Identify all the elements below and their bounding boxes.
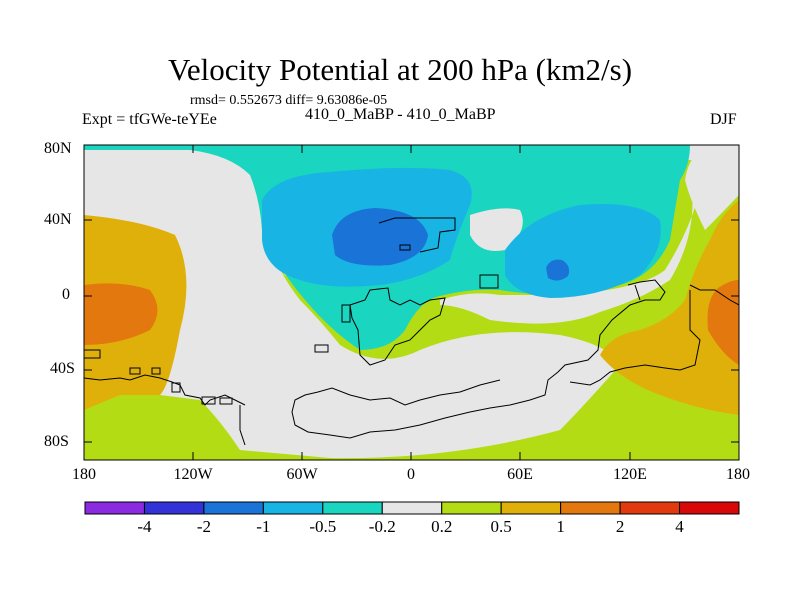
colorbar-swatch [143,501,205,515]
colorbar-swatch [84,501,145,515]
colorbar-swatch [441,501,502,515]
coastlines [84,217,739,446]
tick-marks [84,144,739,460]
colorbar-level-label: -0.2 [368,517,396,536]
colorbar-level-label: 0.2 [431,517,453,536]
field-blue-west [332,208,428,266]
colorbar-swatch [322,501,383,515]
colorbar-swatch [560,501,621,515]
lat-tick-label: 80N [44,140,72,157]
lon-tick-label: 120W [173,466,213,483]
lon-tick-label: 0 [407,466,415,483]
colorbar-level-label: 4 [675,517,684,536]
season-label: DJF [710,111,737,128]
lon-tick-label: 60W [286,466,318,483]
field-orange-east [600,200,739,415]
figure-title: Velocity Potential at 200 hPa (km2/s) [167,52,633,87]
colorbar-level-label: 1 [556,517,565,536]
colorbar-swatch [381,501,443,515]
field-neutral-patch [470,208,523,251]
colorbar [84,501,740,515]
colorbar-swatch [619,501,681,515]
lat-tick-label: 0 [62,286,70,303]
colorbar-level-label: 2 [615,517,625,536]
colorbar-level-label: -1 [256,517,271,536]
field-blue-east [546,259,570,281]
field-darkorange-east [707,280,739,365]
colorbar-swatch [500,501,562,515]
field-neutral-east [685,145,739,230]
colorbar-level-label: 0.5 [490,517,512,536]
colorbar-level-label: -2 [196,517,211,536]
lon-tick-label: 60E [507,466,533,483]
colorbar-swatch [679,501,740,515]
experiment-label: Expt = tfGWe-teYEe [82,111,217,128]
lat-tick-label: 40N [44,211,72,228]
field-darkorange-west [84,283,158,345]
colorbar-level-label: -0.5 [309,517,337,536]
field-lightblue-east [505,204,661,298]
lon-tick-label: 120E [613,466,647,483]
comparison-subtitle: 410_0_MaBP - 410_0_MaBP [305,106,496,123]
colorbar-swatch [262,501,324,515]
rmsd-stats: rmsd= 0.552673 diff= 9.63086e-05 [190,93,388,108]
lat-tick-label: 40S [50,360,75,377]
lon-tick-label: 180 [72,466,96,483]
colorbar-swatch [203,501,264,515]
colorbar-level-label: -4 [137,517,152,536]
contour-field [84,145,739,460]
lat-tick-label: 80S [44,433,69,450]
lon-tick-label: 180 [726,466,750,483]
